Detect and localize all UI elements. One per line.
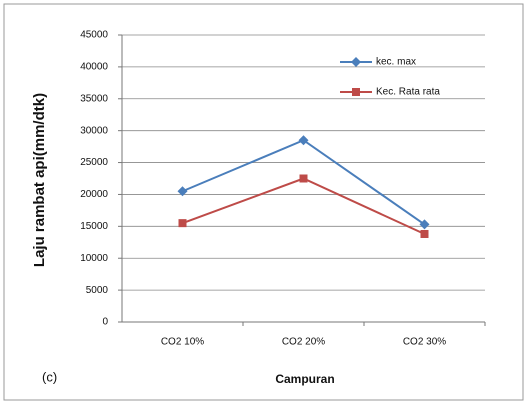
y-tick-label: 45000 bbox=[80, 30, 108, 41]
y-tick-label: 0 bbox=[102, 317, 108, 328]
annotation: (c) bbox=[42, 369, 57, 384]
point bbox=[177, 186, 188, 197]
y-tick-label: 20000 bbox=[80, 189, 108, 200]
chart-border bbox=[3, 3, 524, 401]
y-tick-label: 15000 bbox=[80, 221, 108, 232]
point bbox=[351, 57, 361, 67]
y-tick-label: 40000 bbox=[80, 62, 108, 73]
point bbox=[298, 135, 309, 146]
point bbox=[352, 88, 360, 96]
legend-label: kec. max bbox=[376, 57, 416, 68]
x-tick-label: CO2 30% bbox=[403, 337, 446, 348]
point bbox=[420, 229, 429, 238]
y-tick-label: 25000 bbox=[80, 157, 108, 168]
point bbox=[299, 174, 308, 183]
x-axis-label: Campuran bbox=[275, 372, 334, 386]
y-tick-label: 30000 bbox=[80, 125, 108, 136]
x-tick-label: CO2 20% bbox=[282, 337, 325, 348]
point bbox=[419, 219, 430, 230]
point bbox=[178, 219, 187, 228]
y-axis-label: Laju rambat api(mm/dtk) bbox=[31, 93, 48, 267]
legend-label: Kec. Rata rata bbox=[376, 87, 440, 98]
y-tick-label: 5000 bbox=[86, 285, 109, 296]
x-tick-label: CO2 10% bbox=[161, 337, 204, 348]
y-tick-label: 35000 bbox=[80, 93, 108, 104]
y-tick-label: 10000 bbox=[80, 253, 108, 264]
